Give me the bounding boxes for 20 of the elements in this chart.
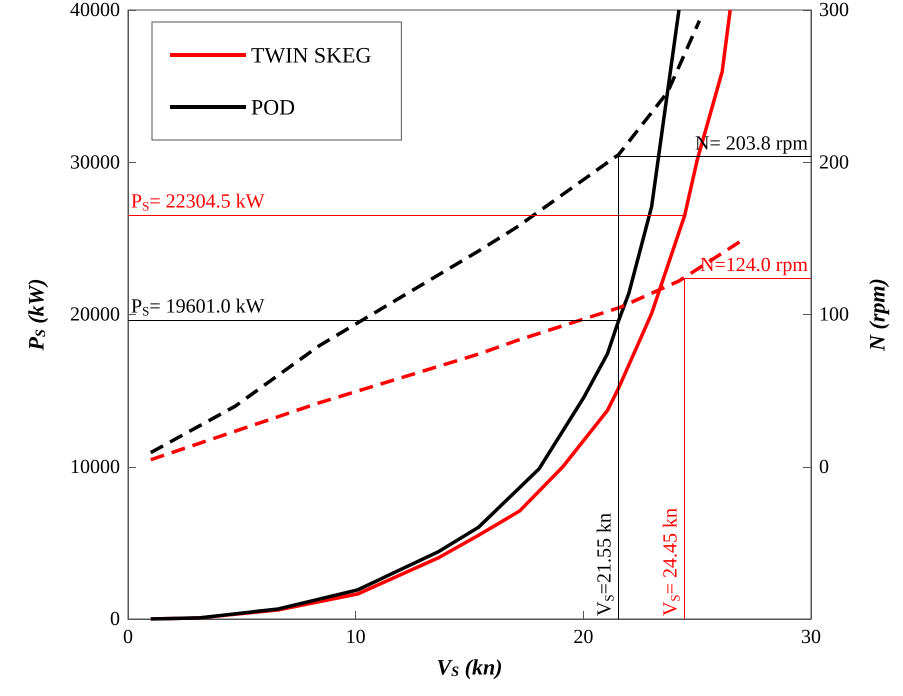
ref-line-label: VS=21.55 kn [594, 513, 617, 616]
y2-tick-label: 100 [819, 304, 849, 326]
y2-tick-label: 0 [819, 456, 829, 478]
x-tick-label: 20 [573, 626, 594, 648]
y-tick-label: 10000 [70, 456, 120, 478]
legend-label: POD [251, 94, 296, 120]
ref-line-label: VS= 24.45 kn [660, 508, 683, 616]
x-tick-label: 30 [801, 626, 821, 648]
y-tick-label: 40000 [70, 0, 120, 21]
y-axis-title: PS (kW) [24, 278, 49, 352]
y2-tick-label: 300 [819, 0, 849, 21]
y-tick-label: 0 [110, 608, 120, 630]
y2-axis-title: N (rpm) [864, 278, 890, 352]
y-tick-label: 20000 [70, 304, 120, 326]
ref-line-label: N=124.0 rpm [700, 254, 808, 276]
y-tick-label: 30000 [70, 151, 120, 174]
x-tick-label: 10 [346, 626, 366, 648]
y2-tick-label: 200 [819, 151, 849, 174]
x-axis-title: VS (kn) [436, 654, 503, 680]
legend-label: TWIN SKEG [251, 42, 372, 68]
